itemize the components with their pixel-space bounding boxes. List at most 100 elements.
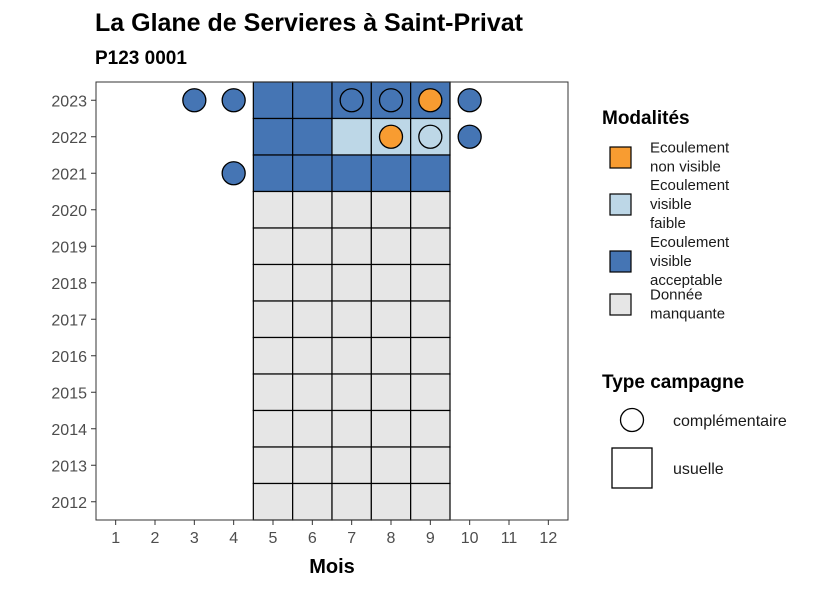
- y-axis: 2012 2013 2014 2015 2016 2017 2018 2019 2020 2021…: [51, 93, 96, 512]
- point-2023-3: [182, 88, 207, 113]
- x-tick-label: 1: [111, 530, 120, 547]
- x-tick-label: 11: [501, 530, 518, 547]
- cell-2022-7: [331, 117, 372, 156]
- cell-2019-8: [370, 227, 412, 266]
- y-tick-label: 2013: [51, 458, 87, 475]
- x-tick-label: 3: [190, 530, 199, 547]
- legend-label-orange: non visible: [650, 159, 721, 176]
- complementaire-points: [182, 88, 482, 186]
- cell-2015-5: [252, 373, 294, 412]
- cell-2019-7: [331, 227, 372, 266]
- point-2023-8: [378, 88, 404, 113]
- legend-campagne-title: Type campagne: [602, 372, 744, 393]
- legend-label-orange: Ecoulement: [650, 140, 730, 157]
- cell-2016-6: [292, 336, 333, 375]
- legend-label-circle: complémentaire: [673, 413, 787, 430]
- y-tick-label: 2014: [51, 422, 87, 439]
- cell-2013-6: [292, 446, 333, 485]
- legend-label-grey: Donnée: [650, 287, 703, 304]
- point-2022-10: [457, 124, 482, 149]
- cell-2014-7: [331, 409, 372, 448]
- cell-2012-8: [370, 482, 412, 521]
- cell-2017-9: [410, 300, 451, 339]
- cell-2017-8: [370, 300, 412, 339]
- chart-subtitle: P123 0001: [95, 48, 187, 69]
- x-tick-label: 8: [387, 530, 396, 547]
- point-2023-9: [418, 88, 443, 113]
- legend-type-campagne: Type campagne complémentaire usuelle: [602, 372, 787, 489]
- cell-2016-7: [331, 336, 372, 375]
- cell-2017-5: [252, 300, 294, 339]
- legend-key-blue: [609, 250, 632, 273]
- x-tick-label: 10: [461, 530, 479, 547]
- cell-2020-6: [292, 190, 333, 229]
- x-tick-label: 6: [308, 530, 317, 547]
- cell-2021-7: [331, 154, 372, 193]
- y-tick-label: 2020: [51, 203, 87, 220]
- point-2021-4: [221, 161, 246, 186]
- x-tick-label: 7: [347, 530, 356, 547]
- cell-2016-5: [252, 336, 294, 375]
- cell-2022-6: [292, 117, 333, 156]
- point-2023-10: [457, 88, 482, 113]
- plot-border: [95, 81, 569, 521]
- cell-2019-5: [252, 227, 294, 266]
- cell-2020-8: [370, 190, 412, 229]
- y-tick-label: 2022: [51, 130, 87, 147]
- legend-square-key: [611, 447, 653, 489]
- legend-label-lightblue: faible: [650, 215, 686, 232]
- cell-2020-9: [410, 190, 451, 229]
- cell-2013-8: [370, 446, 412, 485]
- legend-label-blue: Ecoulement: [650, 234, 730, 251]
- legend-circle-key: [619, 407, 645, 433]
- x-axis: 1 2 3 4 5 6 7 8 9 10 11 12: [111, 520, 557, 547]
- cell-2021-9: [410, 154, 451, 193]
- cell-2014-9: [410, 409, 451, 448]
- cell-2014-8: [370, 409, 412, 448]
- legend-label-lightblue: visible: [650, 196, 692, 213]
- legend-label-lightblue: Ecoulement: [650, 177, 730, 194]
- x-tick-label: 12: [539, 530, 557, 547]
- cell-2023-5: [252, 81, 294, 120]
- cell-2019-6: [292, 227, 333, 266]
- legend-key-grey: [609, 293, 632, 316]
- cell-2012-7: [331, 482, 372, 521]
- y-tick-label: 2023: [51, 93, 87, 110]
- legend-label-grey: manquante: [650, 306, 725, 323]
- cell-2023-6: [292, 81, 333, 120]
- x-tick-label: 5: [269, 530, 278, 547]
- cell-2018-8: [370, 263, 412, 302]
- cell-2013-5: [252, 446, 294, 485]
- chart-title: La Glane de Servieres à Saint-Privat: [95, 9, 524, 37]
- cell-2022-5: [252, 117, 294, 156]
- cell-2016-8: [370, 336, 412, 375]
- cell-2017-7: [331, 300, 372, 339]
- x-tick-label: 2: [151, 530, 160, 547]
- cell-2020-5: [252, 190, 294, 229]
- cell-2014-6: [292, 409, 333, 448]
- legend-key-orange: [609, 146, 632, 169]
- cell-2021-6: [292, 154, 333, 193]
- cell-2015-9: [410, 373, 451, 412]
- cell-2015-8: [370, 373, 412, 412]
- point-2023-4: [221, 88, 246, 113]
- y-tick-label: 2015: [51, 385, 87, 402]
- cell-2019-9: [410, 227, 451, 266]
- y-tick-label: 2012: [51, 495, 87, 512]
- y-tick-label: 2018: [51, 276, 87, 293]
- legend-label-blue: acceptable: [650, 272, 723, 289]
- cell-2018-6: [292, 263, 333, 302]
- cell-2021-8: [370, 154, 412, 193]
- cell-2021-5: [252, 154, 294, 193]
- point-2022-8: [378, 124, 404, 149]
- x-tick-label: 9: [426, 530, 435, 547]
- cell-2017-6: [292, 300, 333, 339]
- cell-2016-9: [410, 336, 451, 375]
- x-tick-label: 4: [229, 530, 238, 547]
- y-tick-label: 2017: [51, 312, 87, 329]
- cell-2014-5: [252, 409, 294, 448]
- y-tick-label: 2019: [51, 239, 87, 256]
- legend-modalites-title: Modalités: [602, 108, 690, 129]
